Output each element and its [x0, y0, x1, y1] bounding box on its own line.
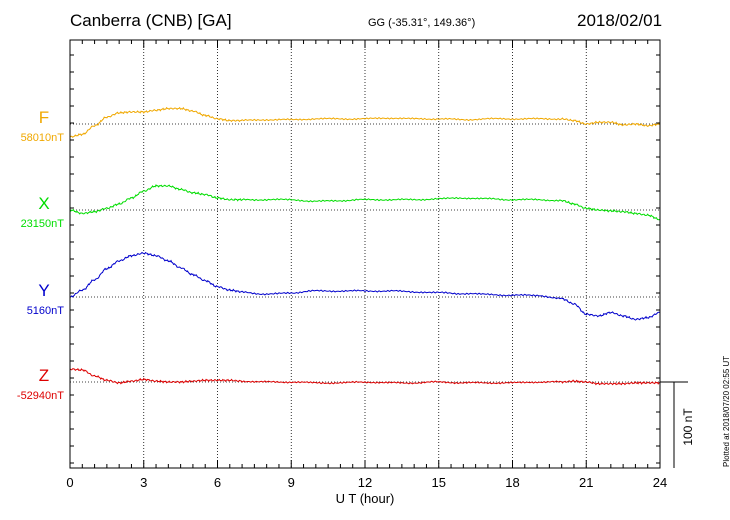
x-tick-label: 3: [140, 475, 147, 490]
x-tick-label: 24: [653, 475, 667, 490]
x-tick-label: 21: [579, 475, 593, 490]
station-title: Canberra (CNB) [GA]: [70, 11, 232, 30]
series-name-Z: Z: [39, 366, 49, 385]
vertical-gridlines: [143, 40, 587, 468]
x-tick-label: 9: [288, 475, 295, 490]
x-tick-label: 12: [358, 475, 372, 490]
plot-frame: [69, 39, 661, 469]
series-baseline-value-Z: -52940nT: [17, 390, 64, 402]
series-name-F: F: [39, 108, 49, 127]
plotted-timestamp: Plotted at 2018/07/20 02:55 UT: [722, 355, 730, 467]
x-tick-label: 18: [505, 475, 519, 490]
scale-bar-label: 100 nT: [681, 408, 695, 446]
x-tick-label: 15: [432, 475, 446, 490]
series-line-Z: [69, 368, 661, 386]
x-tick-label: 6: [214, 475, 221, 490]
series-labels: F 58010nT X 23150nT Y 5160nT Z -52940nT: [17, 108, 64, 402]
series-baseline-value-X: 23150nT: [21, 218, 65, 230]
station-coordinates: GG (-35.31°, 149.36°): [368, 17, 476, 29]
x-axis-label: U T (hour): [336, 491, 395, 506]
series-baseline-value-Y: 5160nT: [27, 305, 65, 317]
x-tick-label: 0: [66, 475, 73, 490]
scale-bar: 100 nT: [660, 381, 695, 468]
series-name-X: X: [38, 194, 49, 213]
series-name-Y: Y: [38, 281, 49, 300]
series-line-Y: [70, 251, 661, 321]
series-line-F: [69, 106, 661, 138]
chart-date: 2018/02/01: [577, 11, 663, 30]
series-line-X: [69, 184, 661, 221]
series-baseline-value-F: 58010nT: [21, 132, 65, 144]
series-lines: [69, 106, 661, 386]
x-tick-labels: 0 3 6 9 12 15 18 21 24: [66, 475, 667, 490]
